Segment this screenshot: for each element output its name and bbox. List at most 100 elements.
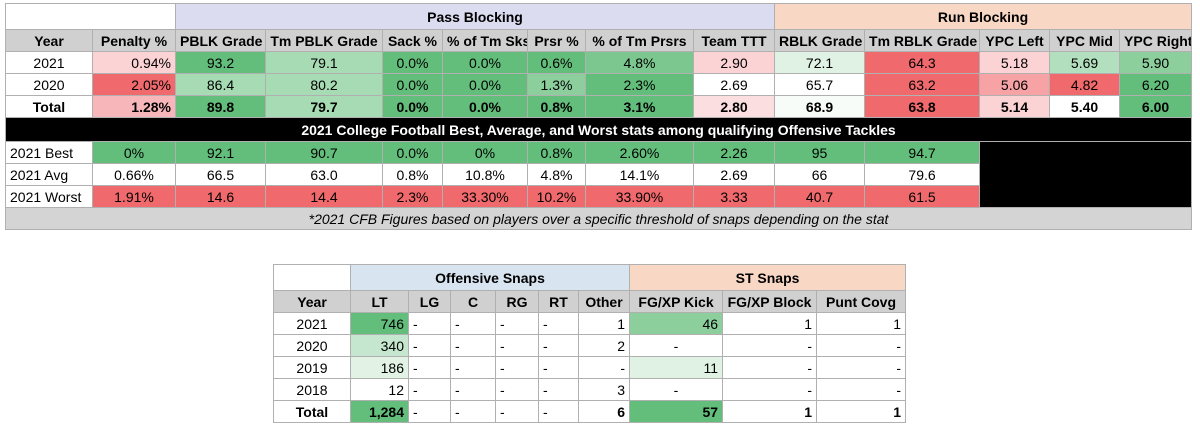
cell: 5.06 [979, 73, 1051, 96]
cell: 65.7 [774, 73, 866, 96]
cell: 46 [629, 312, 724, 335]
cell: 5.40 [1049, 95, 1121, 118]
cfb-row: 2021 Worst 1.91% 14.6 14.4 2.3% 33.30% 1… [5, 185, 1192, 208]
cell: 89.8 [175, 95, 266, 118]
col-header-fgxp-block: FG/XP Block [722, 290, 818, 313]
cell-year: 2018 [273, 378, 351, 401]
cell: - [722, 356, 818, 379]
cell: 1.3% [527, 73, 586, 96]
cell: - [538, 378, 579, 401]
column-header-row: Year LT LG C RG RT Other FG/XP Kick FG/X… [273, 290, 907, 313]
pass-blocking-header: Pass Blocking [174, 3, 776, 30]
cell: - [408, 334, 451, 357]
cell: 0% [442, 141, 528, 164]
col-header-penalty: Penalty % [92, 29, 176, 52]
footnote: *2021 CFB Figures based on players over … [4, 207, 1193, 230]
cfb-row: 2021 Best 0% 92.1 90.7 0.0% 0% 0.8% 2.60… [5, 141, 1193, 208]
cell: 94.7 [864, 141, 981, 164]
table-row: 2021 0.94% 93.2 79.1 0.0% 0.0% 0.6% 4.8%… [5, 51, 1193, 74]
cell: 2.26 [692, 141, 776, 164]
cell: 33.90% [585, 185, 694, 208]
cell: - [408, 378, 451, 401]
col-header-pblk-grade: PBLK Grade [175, 29, 266, 52]
cell: - [495, 400, 539, 423]
table-row: 2019 186 - - - - - 11 - - [273, 356, 907, 379]
cell: 2.90 [692, 51, 776, 74]
cell: 66 [774, 163, 866, 186]
cell: 2.3% [585, 73, 694, 96]
cell: - [408, 356, 451, 379]
cell-year: 2019 [273, 356, 351, 379]
cell: - [629, 334, 724, 357]
cell: - [577, 356, 631, 379]
cell: 90.7 [265, 141, 383, 164]
cell: 746 [350, 312, 409, 335]
cell: 14.1% [585, 163, 694, 186]
col-header-year: Year [5, 29, 93, 52]
cell-year: 2021 [273, 312, 351, 335]
cell: 79.6 [864, 163, 981, 186]
col-header-sack: Sack % [382, 29, 443, 52]
col-header-rt: RT [538, 290, 579, 313]
cell-label: 2021 Avg [5, 163, 93, 186]
st-snaps-header: ST Snaps [629, 264, 907, 291]
cell: 2.69 [692, 73, 776, 96]
cell: 80.2 [265, 73, 383, 96]
table-row: 2021 746 - - - - 1 46 1 1 [273, 312, 907, 335]
cell: 5.69 [1049, 51, 1121, 74]
cell-year: 2021 [5, 51, 93, 74]
cell: 0.8% [527, 141, 586, 164]
table-row-total: Total 1,284 - - - - 6 57 1 1 [273, 400, 907, 423]
cell: 0.94% [92, 51, 176, 74]
cell: 57 [629, 400, 724, 423]
cell: 10.8% [442, 163, 528, 186]
cell: 0.66% [92, 163, 176, 186]
col-header-fgxp-kick: FG/XP Kick [629, 290, 724, 313]
cell: 0% [92, 141, 176, 164]
cell: 0.0% [442, 51, 528, 74]
col-header-rg: RG [495, 290, 539, 313]
cell: 3.33 [692, 185, 776, 208]
cell: 14.4 [265, 185, 383, 208]
cell: 68.9 [774, 95, 866, 118]
cell: 0.0% [442, 73, 528, 96]
cell: 79.7 [265, 95, 383, 118]
col-header-team-ttt: Team TTT [692, 29, 776, 52]
cell: - [450, 356, 496, 379]
cell: - [722, 334, 818, 357]
cell: 1 [722, 400, 818, 423]
blank-corner [5, 3, 176, 30]
cell: 4.8% [585, 51, 694, 74]
blank-corner [273, 264, 351, 291]
cell: 0.0% [382, 95, 443, 118]
cell: - [538, 334, 579, 357]
cell: - [450, 334, 496, 357]
cell-year: 2020 [5, 73, 93, 96]
cell: 93.2 [175, 51, 266, 74]
footnote-row: *2021 CFB Figures based on players over … [4, 207, 1193, 230]
cell: - [450, 378, 496, 401]
cell: 2 [577, 334, 631, 357]
cell: 2.05% [92, 73, 176, 96]
banner-row: 2021 College Football Best, Average, and… [4, 117, 1193, 142]
col-header-ypc-mid: YPC Mid [1049, 29, 1121, 52]
col-header-tm-pblk-grade: Tm PBLK Grade [265, 29, 383, 52]
cell: 2.80 [692, 95, 776, 118]
col-header-c: C [450, 290, 496, 313]
cell: 40.7 [774, 185, 866, 208]
cell: 0.8% [382, 163, 443, 186]
cell: 1 [816, 312, 907, 335]
cell: 6.20 [1119, 73, 1193, 96]
offensive-snaps-header: Offensive Snaps [349, 264, 631, 291]
cell: - [495, 312, 539, 335]
cell: 1.91% [92, 185, 176, 208]
cell: 3.1% [585, 95, 694, 118]
cell: 86.4 [175, 73, 266, 96]
cell: 11 [629, 356, 724, 379]
cell: 10.2% [527, 185, 586, 208]
cell: 95 [774, 141, 866, 164]
cell: 1 [816, 400, 907, 423]
cell: 0.6% [527, 51, 586, 74]
empty-fill [979, 141, 1193, 208]
table-row-total: Total 1.28% 89.8 79.7 0.0% 0.0% 0.8% 3.1… [5, 95, 1193, 118]
